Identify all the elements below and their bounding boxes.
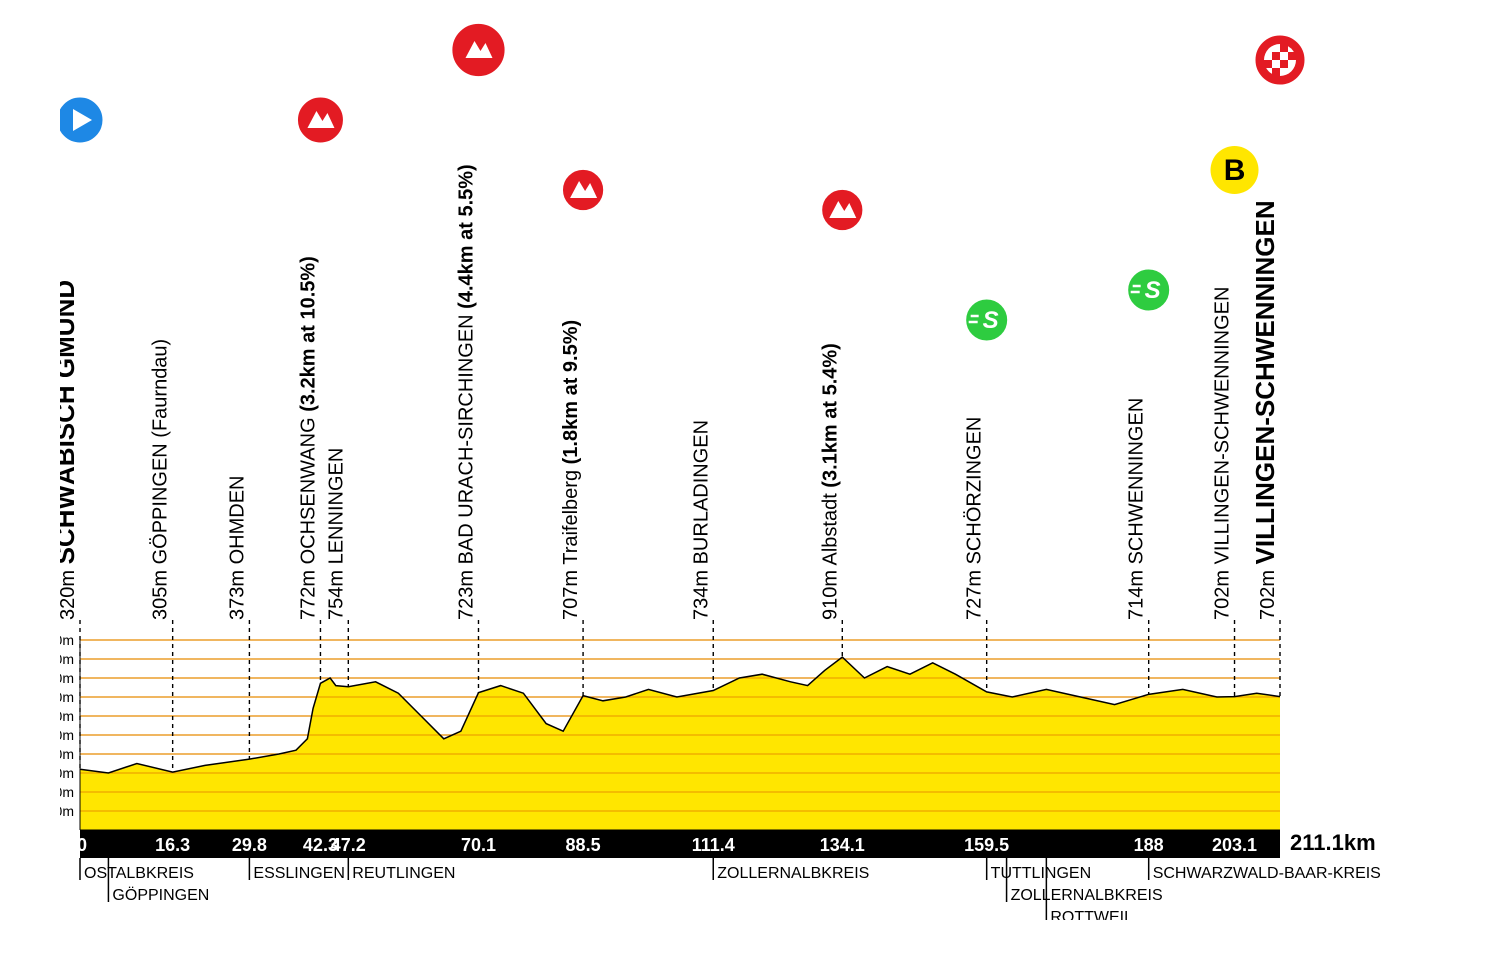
km-marker: 88.5 [566, 835, 601, 855]
start-icon [60, 96, 104, 144]
svg-text:320m SCHWÄBISCH GMÜND: 320m SCHWÄBISCH GMÜND [60, 280, 80, 620]
region-label: TUTTLINGEN [991, 865, 1091, 882]
svg-text:702m VILLINGEN-SCHWENNINGEN: 702m VILLINGEN-SCHWENNINGEN [1212, 287, 1234, 620]
km-marker: 29.8 [232, 835, 267, 855]
svg-text:910m Albstadt (3.1km at 5.4%): 910m Albstadt (3.1km at 5.4%) [819, 343, 841, 620]
poi-label-group: 772m OCHSENWANG (3.2km at 10.5%) [297, 256, 319, 620]
region-label: ROTTWEIL [1050, 909, 1133, 920]
y-axis-label: 300m [60, 765, 74, 781]
km-marker: 0 [77, 835, 87, 855]
svg-text:373m OHMDEN: 373m OHMDEN [226, 476, 248, 620]
y-axis-label: 200m [60, 784, 74, 800]
svg-text:305m GÖPPINGEN (Faurndau): 305m GÖPPINGEN (Faurndau) [150, 339, 172, 620]
svg-text:772m OCHSENWANG (3.2km at 10.5: 772m OCHSENWANG (3.2km at 10.5%) [297, 256, 319, 620]
km-marker: 47.2 [331, 835, 366, 855]
svg-text:707m Traifelberg (1.8km at 9.5: 707m Traifelberg (1.8km at 9.5%) [560, 320, 582, 620]
elevation-profile-chart: 100m 200m 300m 400m 500m 600m 700m 800m 900m 1000… [60, 20, 1440, 920]
svg-text:734m BURLADINGEN: 734m BURLADINGEN [690, 420, 712, 620]
mountain-icon [821, 188, 864, 231]
poi-label-group: 707m Traifelberg (1.8km at 9.5%) [560, 320, 582, 620]
y-axis-label: 800m [60, 670, 74, 686]
region-label: OSTALBKREIS [84, 865, 194, 882]
y-axis-label: 1000m [60, 632, 74, 648]
mountain-icon [451, 22, 506, 77]
svg-text:S: S [1145, 277, 1161, 304]
region-label: GÖPPINGEN [112, 886, 209, 904]
svg-text:727m SCHÖRZINGEN: 727m SCHÖRZINGEN [964, 417, 986, 620]
poi-label-group: 702m VILLINGEN-SCHWENNINGEN [1212, 287, 1234, 620]
km-marker: 134.1 [820, 835, 865, 855]
region-label: ZOLLERNALBKREIS [1011, 887, 1163, 904]
poi-label-group: 734m BURLADINGEN [690, 420, 712, 620]
svg-text:754m LENNINGEN: 754m LENNINGEN [325, 448, 347, 620]
poi-label-group: 305m GÖPPINGEN (Faurndau) [150, 339, 172, 620]
y-axis-label: 600m [60, 708, 74, 724]
poi-label-group: 723m BAD URACH-SIRCHINGEN (4.4km at 5.5%… [455, 164, 477, 620]
poi-label-group: 320m SCHWÄBISCH GMÜND [60, 280, 80, 620]
km-marker: 111.4 [692, 835, 735, 855]
mountain-icon [296, 96, 344, 144]
km-marker: 203.1 [1212, 835, 1257, 855]
km-marker: 159.5 [964, 835, 1009, 855]
sprint-icon: S [1127, 268, 1171, 312]
bonus-icon: B [1211, 146, 1259, 194]
km-marker: 188 [1134, 835, 1164, 855]
poi-label-group: 754m LENNINGEN [325, 448, 347, 620]
km-marker: 16.3 [155, 835, 190, 855]
km-marker: 70.1 [461, 835, 496, 855]
y-axis-label: 100m [60, 803, 74, 819]
poi-label-group: 702m VILLINGEN-SCHWENNINGEN [1250, 200, 1280, 620]
svg-text:723m BAD URACH-SIRCHINGEN (4.4: 723m BAD URACH-SIRCHINGEN (4.4km at 5.5%… [455, 164, 477, 620]
y-axis-label: 900m [60, 651, 74, 667]
chart-svg: 100m 200m 300m 400m 500m 600m 700m 800m 900m 1000… [60, 20, 1440, 920]
y-axis-label: 500m [60, 727, 74, 743]
svg-text:S: S [983, 307, 999, 334]
poi-label-group: 910m Albstadt (3.1km at 5.4%) [819, 343, 841, 620]
poi-label-group: 714m SCHWENNINGEN [1126, 398, 1148, 620]
region-label: REUTLINGEN [352, 865, 455, 882]
poi-label-group: 373m OHMDEN [226, 476, 248, 620]
svg-text:B: B [1224, 154, 1246, 187]
finish-icon [1254, 34, 1306, 86]
region-label: ZOLLERNALBKREIS [717, 865, 869, 882]
region-label: SCHWARZWALD-BAAR-KREIS [1153, 865, 1381, 882]
y-axis-label: 700m [60, 689, 74, 705]
svg-text:702m VILLINGEN-SCHWENNINGEN: 702m VILLINGEN-SCHWENNINGEN [1250, 200, 1280, 620]
mountain-icon [561, 168, 604, 211]
sprint-icon: S [965, 298, 1009, 342]
svg-text:714m SCHWENNINGEN: 714m SCHWENNINGEN [1126, 398, 1148, 620]
total-distance-label: 211.1km [1290, 830, 1376, 855]
region-label: ESSLINGEN [253, 865, 345, 882]
elevation-profile-fill [80, 657, 1280, 830]
poi-label-group: 727m SCHÖRZINGEN [964, 417, 986, 620]
y-axis-label: 400m [60, 746, 74, 762]
